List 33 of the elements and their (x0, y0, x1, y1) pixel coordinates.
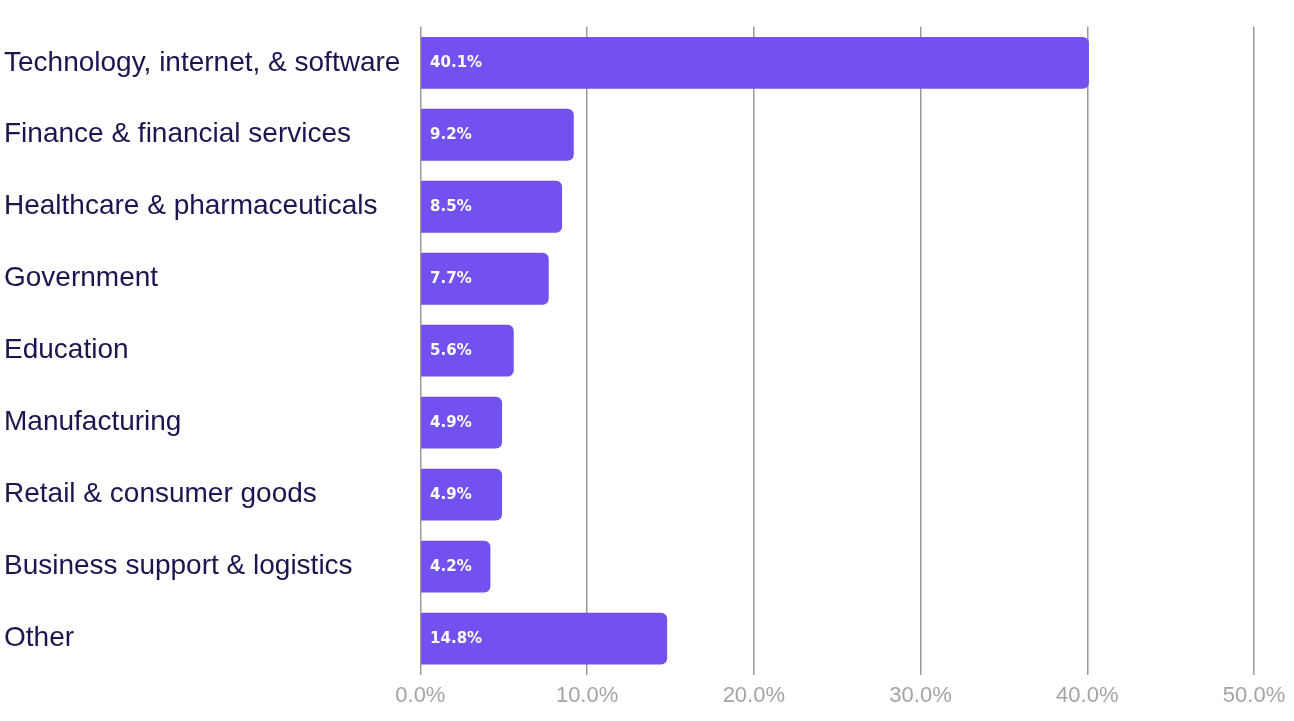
data-label: 8.5% (430, 196, 472, 215)
bar (421, 180, 563, 233)
y-tick-label: Retail & consumer goods (4, 477, 317, 509)
bar (421, 252, 549, 305)
x-tick-label: 40.0% (1056, 681, 1119, 707)
y-tick-label: Technology, internet, & software (4, 45, 401, 77)
bar (421, 540, 491, 593)
y-tick-label: Education (4, 333, 129, 365)
x-tick-label: 50.0% (1222, 681, 1286, 707)
bar (421, 468, 503, 521)
x-tick-label: 10.0% (555, 681, 619, 707)
bar (421, 324, 514, 377)
data-label: 4.2% (430, 556, 472, 575)
data-label: 4.9% (430, 484, 472, 503)
data-label: 9.2% (430, 124, 472, 143)
bar (421, 612, 668, 665)
x-tick-label: 30.0% (889, 681, 952, 707)
x-tick-label: 20.0% (722, 681, 786, 707)
data-label: 4.9% (430, 412, 472, 431)
y-tick-label: Business support & logistics (4, 549, 353, 581)
data-label: 7.7% (430, 268, 472, 287)
y-tick-label: Manufacturing (4, 405, 182, 437)
bar (421, 36, 1089, 89)
y-tick-label: Healthcare & pharmaceuticals (4, 189, 378, 221)
x-tick-label: 0.0% (395, 681, 446, 707)
bar (421, 396, 503, 449)
y-tick-label: Finance & financial services (4, 117, 352, 149)
data-label: 14.8% (430, 628, 483, 647)
y-tick-label: Government (4, 261, 159, 293)
data-label: 5.6% (430, 340, 472, 359)
y-tick-label: Other (4, 621, 75, 653)
bar (421, 108, 574, 161)
data-label: 40.1% (430, 52, 483, 71)
